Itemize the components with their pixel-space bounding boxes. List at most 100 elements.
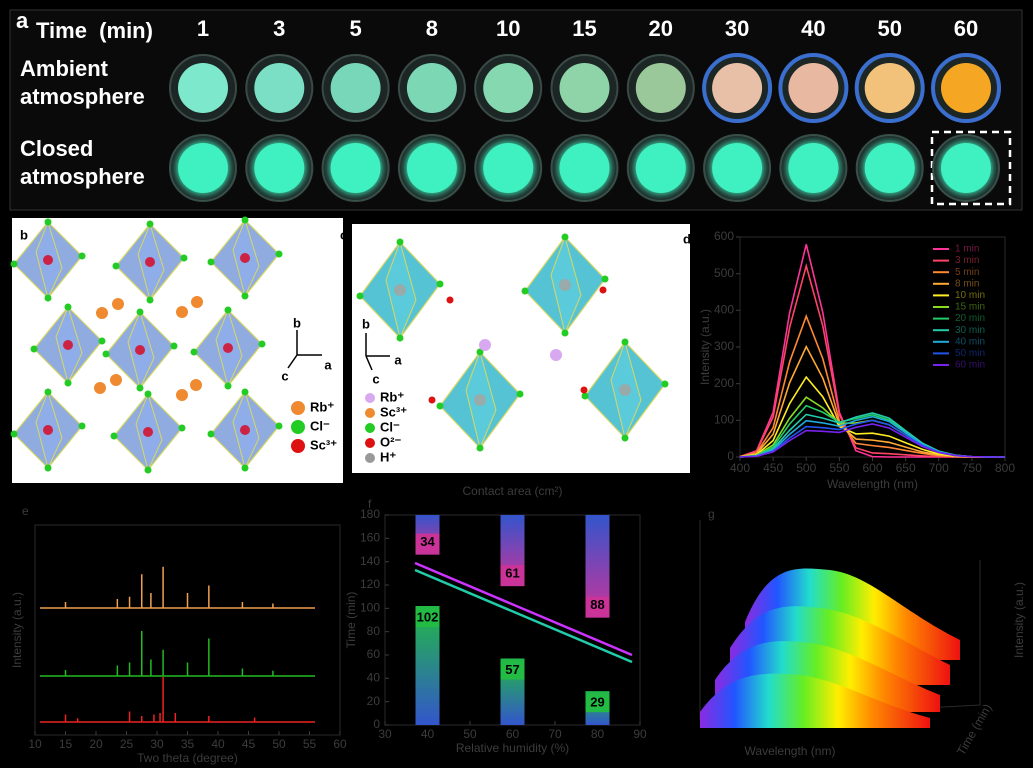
panel-letter: f <box>368 497 372 511</box>
x-tick-label: 80 <box>591 727 605 741</box>
legend-swatch <box>365 393 375 403</box>
value-label-bg <box>415 609 440 627</box>
value-label: 61 <box>505 566 519 581</box>
legend-label: H⁺ <box>380 449 396 464</box>
sample <box>483 143 534 193</box>
panel-letter: d <box>683 231 691 246</box>
time-label: 30 <box>725 16 749 41</box>
rb-atom <box>110 374 122 386</box>
y-tick-label: 200 <box>714 376 734 390</box>
legend-label: 3 min <box>955 255 979 266</box>
y-tick-label: 400 <box>714 303 734 317</box>
o-atom <box>446 296 454 304</box>
legend-swatch <box>291 401 305 415</box>
y-tick-label: 140 <box>360 554 380 568</box>
legend-label: 1 min <box>955 244 979 255</box>
axis-name: c <box>372 371 379 386</box>
x-tick-label: 35 <box>181 737 195 751</box>
y-tick-label: 20 <box>367 694 381 708</box>
legend-label: 50 min <box>955 348 985 359</box>
rb-atom <box>191 296 203 308</box>
sample <box>330 143 381 193</box>
sample <box>635 63 686 113</box>
time-label: 3 <box>273 16 285 41</box>
x-tick-label: 90 <box>633 727 647 741</box>
y-tick-label: 600 <box>714 229 734 243</box>
panel-letter: b <box>20 227 28 242</box>
x-tick-label: 550 <box>829 461 849 475</box>
rb-atom <box>176 389 188 401</box>
sample <box>941 143 991 193</box>
value-label-bg <box>585 694 610 713</box>
row-label: atmosphere <box>20 84 145 109</box>
sample <box>330 63 381 113</box>
time-label: 20 <box>649 16 673 41</box>
row-label: Closed <box>20 136 93 161</box>
o-atom <box>599 286 607 294</box>
legend-swatch <box>365 453 375 463</box>
value-label-bg <box>585 596 610 615</box>
axis-name: b <box>362 316 370 331</box>
x-tick-label: 15 <box>59 737 73 751</box>
panel-letter: e <box>22 504 29 518</box>
trend-arrow <box>414 561 633 657</box>
x-tick-label: 25 <box>120 737 134 751</box>
panel-letter: g <box>708 507 715 521</box>
legend-label: 20 min <box>955 313 985 324</box>
y-tick-label: 100 <box>360 601 380 615</box>
x-tick-label: 55 <box>303 737 317 751</box>
x-tick-label: 750 <box>962 461 982 475</box>
time-label: 60 <box>954 16 978 41</box>
rb-atom <box>479 339 491 351</box>
time-label: 10 <box>496 16 520 41</box>
x-axis-label: Two theta (degree) <box>137 751 238 765</box>
sample <box>712 143 763 193</box>
axis-name: c <box>281 368 288 383</box>
sample <box>941 63 991 113</box>
legend-label: Sc³⁺ <box>380 404 407 419</box>
spectrum-surface <box>700 673 930 728</box>
x-tick-label: 40 <box>211 737 225 751</box>
y-tick-label: 80 <box>367 624 381 638</box>
legend-label: Cl⁻ <box>310 418 330 433</box>
rb-atom <box>112 298 124 310</box>
sample <box>406 143 457 193</box>
axis-label: Time (min) <box>954 701 995 757</box>
x-tick-label: 30 <box>150 737 164 751</box>
y-tick-label: 300 <box>714 339 734 353</box>
x-tick-label: 400 <box>730 461 750 475</box>
value-label: 29 <box>590 695 604 710</box>
legend-label: 60 min <box>955 360 985 371</box>
legend-label: 8 min <box>955 278 979 289</box>
row-label: atmosphere <box>20 164 145 189</box>
trend-arrow <box>414 568 633 664</box>
x-axis-label: Wavelength (nm) <box>827 477 918 491</box>
legend-swatch <box>365 408 375 418</box>
y-tick-label: 60 <box>367 647 381 661</box>
sample <box>559 143 610 193</box>
legend-label: Cl⁻ <box>380 419 400 434</box>
sample <box>254 143 305 193</box>
sample <box>406 63 457 113</box>
x-tick-label: 20 <box>89 737 103 751</box>
legend-label: 30 min <box>955 325 985 336</box>
legend-label: Rb⁺ <box>310 399 334 414</box>
y-axis-label: Intensity (a.u.) <box>10 592 24 668</box>
y-tick-label: 160 <box>360 531 380 545</box>
x-tick-label: 800 <box>995 461 1015 475</box>
legend-label: 40 min <box>955 336 985 347</box>
sample <box>483 63 534 113</box>
row-label: Ambient <box>20 56 109 81</box>
y-tick-label: 180 <box>360 507 380 521</box>
legend-label: Sc³⁺ <box>310 437 337 452</box>
rb-atom <box>94 382 106 394</box>
sample <box>254 63 305 113</box>
x-tick-label: 650 <box>896 461 916 475</box>
legend-swatch <box>365 423 375 433</box>
spectrum-line <box>739 423 1005 458</box>
y-axis-label: Intensity (a.u.) <box>698 309 712 385</box>
time-label: 1 <box>197 16 209 41</box>
value-label-bg <box>415 533 440 552</box>
axis-triad <box>287 330 322 369</box>
sample <box>788 143 839 193</box>
